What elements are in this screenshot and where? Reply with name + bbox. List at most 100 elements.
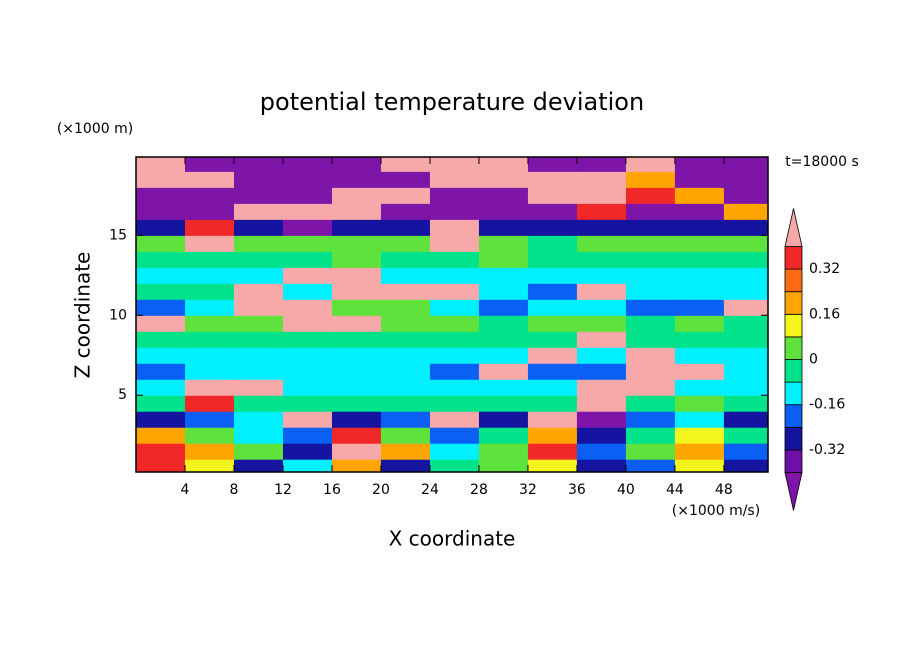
contour-cell (527, 187, 578, 204)
contour-cell (674, 347, 725, 364)
contour-cell (674, 251, 725, 268)
contour-cell (625, 157, 676, 172)
contour-cell (429, 363, 480, 380)
contour-cell (527, 459, 578, 472)
contour-cell (429, 203, 480, 220)
contour-cell (478, 443, 529, 460)
contour-cell (674, 187, 725, 204)
contour-cell (331, 251, 382, 268)
contour-cell (184, 219, 235, 236)
contour-cell (282, 299, 333, 316)
contour-cell (233, 219, 284, 236)
contour-cell (282, 427, 333, 444)
colorbar-band (784, 268, 803, 293)
contour-cell (380, 219, 431, 236)
contour-cell (478, 203, 529, 220)
contour-cell (625, 251, 676, 268)
colorbar-band (784, 404, 803, 428)
contour-cell (184, 411, 235, 428)
contour-cell (625, 203, 676, 220)
contour-cell (527, 235, 578, 252)
contour-cell (576, 427, 627, 444)
x-tick-label: 36 (568, 482, 586, 498)
contour-cell (282, 443, 333, 460)
contour-cell (527, 443, 578, 460)
contour-cell (184, 427, 235, 444)
contour-cell (136, 203, 186, 220)
contour-cell (136, 187, 186, 204)
contour-cell (478, 395, 529, 412)
contour-cell (380, 267, 431, 284)
x-tick-label: 16 (323, 482, 341, 498)
contour-cell (380, 395, 431, 412)
contour-cell (527, 411, 578, 428)
contour-cell (282, 251, 333, 268)
contour-cell (282, 267, 333, 284)
contour-cell (331, 427, 382, 444)
contour-cell (625, 427, 676, 444)
contour-cell (723, 171, 768, 188)
contour-cell (576, 315, 627, 332)
contour-cell (331, 235, 382, 252)
contour-cell (429, 411, 480, 428)
contour-cell (282, 459, 333, 472)
contour-cell (380, 347, 431, 364)
contour-cell (233, 251, 284, 268)
colorbar-label: -0.16 (809, 397, 845, 413)
colorbar-band (784, 336, 803, 360)
contour-cell (429, 459, 480, 472)
contour-cell (723, 443, 768, 460)
contour-cell (380, 171, 431, 188)
contour-cell (527, 203, 578, 220)
x-tick-label: 44 (666, 482, 684, 498)
contour-cell (233, 171, 284, 188)
contour-cell (282, 171, 333, 188)
contour-cell (136, 379, 186, 396)
contour-cell (429, 347, 480, 364)
contour-cell (723, 315, 768, 332)
contour-cell (282, 379, 333, 396)
contour-cell (184, 459, 235, 472)
contour-cell (723, 267, 768, 284)
contour-cell (625, 187, 676, 204)
contour-cell (478, 235, 529, 252)
contour-cell (331, 331, 382, 348)
contour-cell (136, 427, 186, 444)
contour-cell (576, 443, 627, 460)
contour-cell (576, 283, 627, 300)
contour-cell (478, 427, 529, 444)
colorbar-band (784, 381, 803, 406)
contour-cell (429, 395, 480, 412)
contour-cell (331, 411, 382, 428)
contour-cell (576, 203, 627, 220)
contour-cell (380, 443, 431, 460)
contour-cell (380, 157, 431, 172)
contour-cell (576, 411, 627, 428)
y-tick-label: 10 (109, 307, 127, 323)
contour-cell (331, 203, 382, 220)
contour-cell (429, 331, 480, 348)
contour-cell (527, 157, 578, 172)
contour-cell (625, 315, 676, 332)
contour-cell (331, 363, 382, 380)
contour-cell (233, 411, 284, 428)
contour-cell (527, 267, 578, 284)
x-tick-label: 24 (421, 482, 439, 498)
contour-cell (723, 235, 768, 252)
contour-cell (136, 459, 186, 472)
contour-cell (282, 219, 333, 236)
contour-cell (331, 171, 382, 188)
contour-cell (723, 395, 768, 412)
contour-cell (282, 331, 333, 348)
x-tick-label: 28 (470, 482, 488, 498)
x-unit: (×1000 m/s) (672, 503, 760, 519)
contour-cell (380, 203, 431, 220)
contour-cell (625, 347, 676, 364)
contour-cell (282, 347, 333, 364)
contour-cell (576, 235, 627, 252)
contour-cell (576, 187, 627, 204)
contour-cell (184, 203, 235, 220)
contour-cell (478, 315, 529, 332)
contour-cell (136, 157, 186, 172)
